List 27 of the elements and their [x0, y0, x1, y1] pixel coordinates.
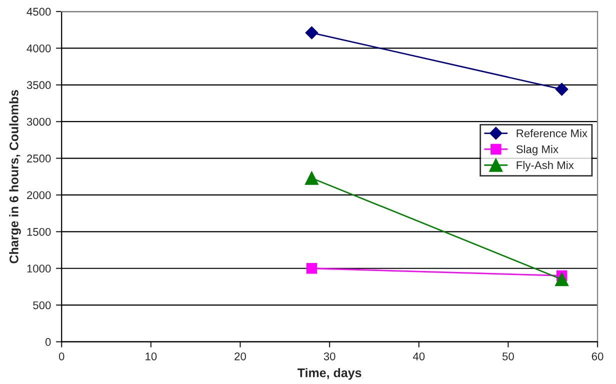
- point: [306, 262, 318, 274]
- legend-label: Slag Mix: [516, 145, 558, 156]
- y-tick-label: 2500: [27, 154, 51, 162]
- y-tick-label: 4500: [26, 8, 51, 16]
- point: [555, 272, 569, 286]
- x-axis-title: Time, days: [298, 368, 362, 380]
- legend-label: Reference Mix: [516, 129, 588, 138]
- x-tick-label: 50: [502, 352, 514, 360]
- y-tick-label: 2000: [27, 191, 51, 200]
- y-tick-label: 4000: [26, 44, 51, 52]
- x-tick-label: 60: [592, 352, 604, 360]
- x-tick-label: 30: [324, 352, 336, 360]
- x-tick-label: 40: [412, 352, 425, 360]
- y-tick-label: 500: [33, 301, 51, 310]
- x-tick-label: 0: [58, 352, 64, 360]
- y-tick-label: 3500: [26, 81, 51, 90]
- y-tick-label: 1000: [27, 264, 51, 273]
- x-tick-label: 10: [146, 352, 157, 360]
- y-axis-title: Charge in 6 hours, Coulombs: [9, 90, 21, 264]
- point: [304, 171, 318, 185]
- y-tick-label: 1500: [27, 228, 51, 236]
- point: [305, 26, 318, 40]
- y-tick-label: 0: [45, 338, 51, 346]
- y-tick-label: 3000: [26, 118, 51, 126]
- point: [555, 82, 568, 96]
- x-tick-label: 20: [234, 352, 246, 360]
- legend-label: Fly-Ash Mix: [516, 160, 574, 172]
